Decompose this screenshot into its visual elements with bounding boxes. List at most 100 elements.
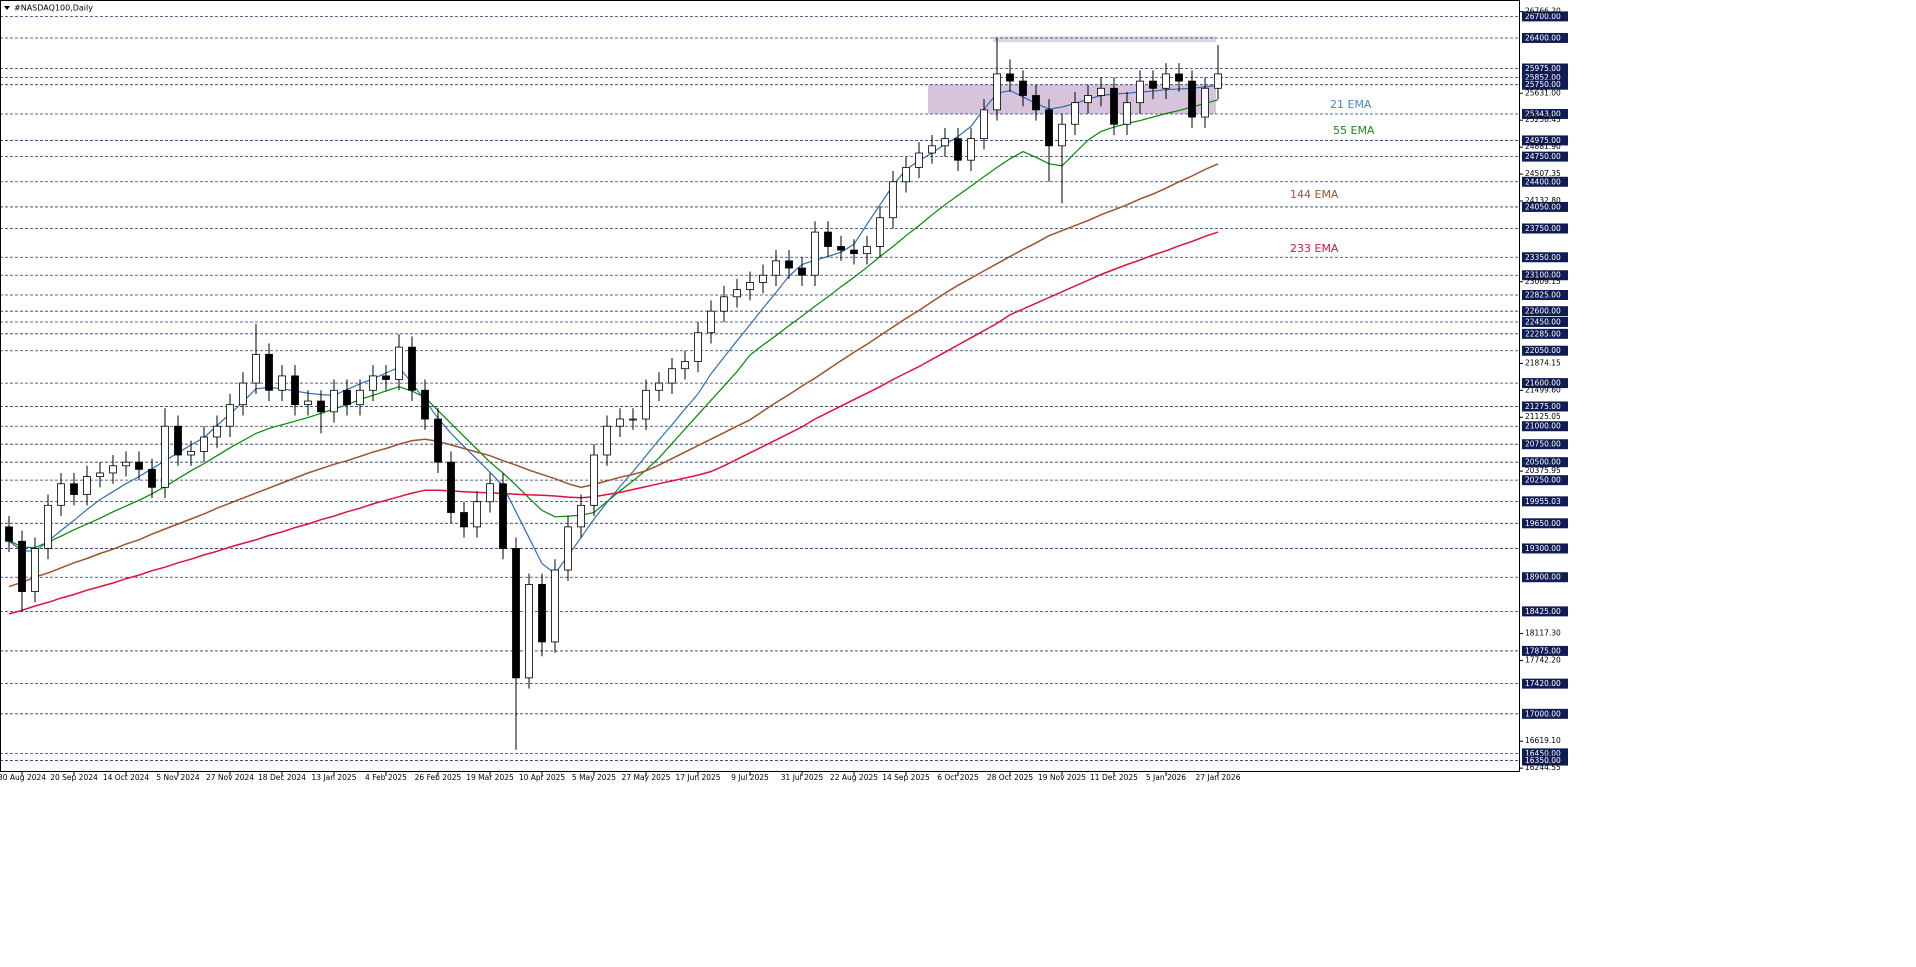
level-label-box (1522, 316, 1568, 327)
level-label-box (1522, 543, 1568, 554)
candle-body (746, 282, 754, 291)
candle-body (135, 461, 143, 470)
ema-label: 233 EMA (1290, 242, 1339, 255)
level-label: 25852.00 (1525, 73, 1561, 82)
candle-body (1045, 109, 1053, 147)
title-icon (4, 6, 10, 10)
candle-body (1097, 87, 1105, 96)
line-layer (8, 84, 1219, 615)
candle-body (1201, 87, 1209, 118)
x-tick-label: 14 Oct 2024 (103, 773, 150, 782)
candle-body (642, 389, 650, 420)
level-label: 25975.00 (1525, 64, 1561, 73)
level-label: 22285.00 (1525, 329, 1561, 338)
level-label: 18900.00 (1525, 573, 1561, 582)
y-tick-label: 20375.95 (1525, 466, 1561, 475)
level-label-box (1522, 223, 1568, 234)
level-label-box (1522, 252, 1568, 263)
y-tick-label: 24881.90 (1525, 142, 1561, 151)
candle-body (733, 289, 741, 298)
candle-body (447, 461, 455, 513)
level-label: 17420.00 (1525, 679, 1561, 688)
y-tick-label: 24132.80 (1525, 196, 1561, 205)
level-label-box (1522, 439, 1568, 450)
candle-body (239, 382, 247, 406)
candle-body (31, 548, 39, 593)
candle-body (1032, 95, 1040, 111)
candle-body (18, 540, 26, 593)
level-label: 23350.00 (1525, 253, 1561, 262)
level-label-box (1522, 79, 1568, 90)
level-label: 17875.00 (1525, 646, 1561, 655)
x-tick-label: 5 Jan 2026 (1146, 773, 1186, 782)
candle-body (304, 400, 312, 406)
candle-body (70, 483, 78, 495)
x-tick-label: 26 Feb 2025 (415, 773, 462, 782)
ema-label: 21 EMA (1330, 98, 1372, 111)
x-tick-label: 10 Apr 2025 (519, 773, 566, 782)
candle-body (811, 231, 819, 276)
level-label-box (1522, 421, 1568, 432)
level-label: 24050.00 (1525, 202, 1561, 211)
candle-body (278, 375, 286, 391)
candle-body (603, 425, 611, 456)
candle-body (356, 389, 364, 406)
level-label-box (1522, 345, 1568, 356)
candle-body (421, 389, 429, 420)
level-label-box (1522, 457, 1568, 468)
level-label: 22825.00 (1525, 291, 1561, 300)
candle-body (1149, 80, 1157, 89)
ema-line (8, 84, 1219, 575)
x-tick-label: 4 Feb 2025 (365, 773, 407, 782)
candle-body (837, 246, 845, 251)
level-label: 16350.00 (1525, 756, 1561, 765)
candle-body (1058, 123, 1066, 147)
candle-body (915, 152, 923, 168)
level-label-box (1522, 748, 1568, 759)
y-tick-label: 23009.15 (1525, 277, 1561, 286)
x-tick-label: 27 Jan 2026 (1196, 773, 1241, 782)
level-label-box (1522, 306, 1568, 317)
level-label-box (1522, 606, 1568, 617)
ema-label: 144 EMA (1290, 188, 1339, 201)
level-label: 22450.00 (1525, 317, 1561, 326)
candle-layer (5, 37, 1222, 750)
x-tick-label: 28 Oct 2025 (987, 773, 1034, 782)
level-label-box (1522, 755, 1568, 766)
level-label-box (1522, 32, 1568, 43)
candle-body (161, 425, 169, 488)
level-label-box (1522, 108, 1568, 119)
candle-body (707, 310, 715, 334)
candle-body (629, 418, 637, 421)
y-tick-label: 17742.20 (1525, 655, 1561, 664)
candle-body (1071, 102, 1079, 125)
y-tick-label: 16619.10 (1525, 736, 1561, 745)
x-tick-label: 17 Jun 2025 (675, 773, 720, 782)
level-label: 26700.00 (1525, 12, 1561, 21)
candle-body (694, 332, 702, 362)
x-tick-label: 18 Dec 2024 (258, 773, 306, 782)
candle-body (1006, 73, 1014, 82)
x-tick-label: 9 Jul 2025 (731, 773, 769, 782)
level-label-box (1522, 475, 1568, 486)
x-tick-label: 20 Sep 2024 (50, 773, 98, 782)
candle-body (317, 400, 325, 413)
candle-body (538, 584, 546, 643)
level-label: 19650.00 (1525, 519, 1561, 528)
level-label: 21000.00 (1525, 422, 1561, 431)
candle-body (941, 138, 949, 147)
candle-body (174, 425, 182, 456)
candle-body (330, 389, 338, 413)
candle-body (291, 375, 299, 406)
level-label: 17000.00 (1525, 709, 1561, 718)
level-label: 25750.00 (1525, 80, 1561, 89)
y-tick-label: 21125.05 (1525, 412, 1561, 421)
candle-body (200, 436, 208, 452)
candle-body (668, 368, 676, 384)
ema-line (8, 231, 1219, 615)
level-label: 23750.00 (1525, 224, 1561, 233)
candle-body (1214, 73, 1222, 89)
level-label-box (1522, 496, 1568, 507)
candle-body (720, 296, 728, 312)
x-tick-label: 31 Jul 2025 (781, 773, 824, 782)
